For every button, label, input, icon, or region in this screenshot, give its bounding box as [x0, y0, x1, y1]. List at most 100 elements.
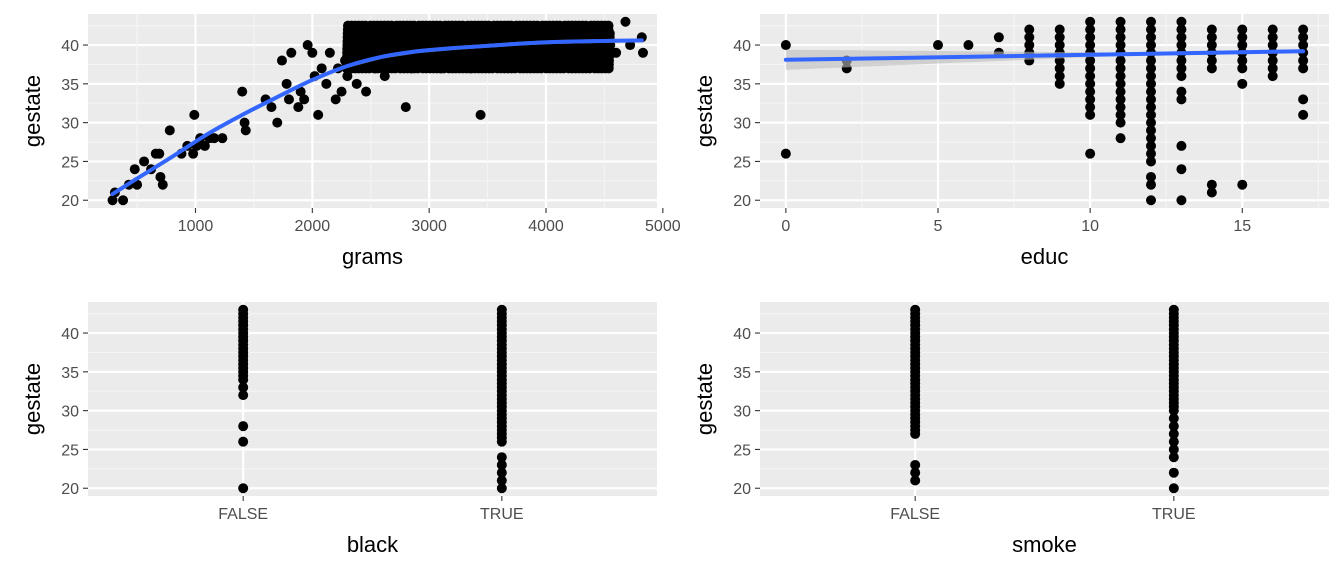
data-point: [1115, 71, 1126, 82]
data-point: [1168, 421, 1179, 432]
x-tick-label: FALSE: [218, 506, 268, 523]
data-point: [1024, 40, 1035, 51]
data-point: [1145, 156, 1156, 167]
data-point: [1145, 94, 1156, 105]
data-point: [1176, 40, 1187, 51]
y-axis: 20 25 30 35 40: [61, 326, 88, 498]
panel-black: 20 25 30 35 40 FALSE TRUE black gestate: [0, 288, 672, 576]
data-point: [1085, 102, 1096, 113]
data-point: [293, 102, 304, 113]
y-tick-label: 35: [61, 77, 79, 94]
data-point: [482, 47, 493, 58]
data-point: [154, 148, 165, 159]
data-point: [1145, 148, 1156, 159]
data-point: [496, 459, 507, 470]
data-point: [1206, 32, 1217, 43]
data-point: [435, 63, 446, 74]
data-point: [529, 47, 540, 58]
data-point: [336, 86, 347, 97]
data-point: [1237, 32, 1248, 43]
data-point: [283, 94, 294, 105]
data-point: [576, 55, 587, 66]
y-tick-label: 30: [733, 404, 751, 421]
data-point: [1054, 78, 1065, 89]
data-point: [910, 459, 921, 470]
data-point: [475, 109, 486, 120]
plot-area: [780, 16, 1309, 206]
data-point: [1145, 179, 1156, 190]
data-point: [1237, 78, 1248, 89]
x-tick-label: TRUE: [480, 506, 524, 523]
data-point: [637, 47, 648, 58]
data-point: [370, 63, 381, 74]
smooth-line: [110, 38, 644, 197]
chart-educ-svg: 20 25 30 35 40 0 5 10 15 educ gestate: [692, 14, 1329, 269]
x-tick-label: 1000: [178, 218, 214, 235]
data-point: [139, 156, 150, 167]
data-point: [342, 71, 353, 82]
y-axis: 20 25 30 35 40: [733, 38, 760, 210]
data-point: [1168, 444, 1179, 455]
data-point: [1085, 78, 1096, 89]
x-tick-label: 5: [934, 218, 943, 235]
data-point: [1115, 40, 1126, 51]
y-tick-label: 30: [61, 116, 79, 133]
data-point: [238, 421, 249, 432]
panel-grams: 20 25 30 35 40 1000 2000 3000 4000 5000 grams gesta…: [0, 0, 681, 288]
data-point: [1085, 55, 1096, 66]
data-point: [1115, 86, 1126, 97]
data-point: [237, 86, 248, 97]
data-point: [240, 125, 251, 136]
data-point: [1168, 405, 1179, 416]
data-point: [316, 63, 327, 74]
data-point: [1085, 71, 1096, 82]
data-point: [1168, 428, 1179, 439]
points: [107, 16, 648, 206]
data-point: [535, 32, 546, 43]
y-tick-label: 25: [733, 442, 751, 459]
data-point: [239, 117, 250, 128]
data-point: [400, 102, 411, 113]
data-point: [424, 55, 435, 66]
data-point: [496, 467, 507, 478]
y-tick-label: 40: [61, 326, 79, 343]
data-point: [238, 390, 249, 401]
data-point: [157, 179, 168, 190]
data-point: [1168, 452, 1179, 463]
data-point: [1085, 63, 1096, 74]
data-point: [1085, 148, 1096, 159]
data-point: [599, 24, 610, 35]
data-point: [188, 148, 199, 159]
y-tick-label: 20: [61, 193, 79, 210]
data-point: [620, 16, 631, 27]
data-point: [379, 71, 390, 82]
data-point: [1298, 63, 1309, 74]
x-tick-label: 4000: [528, 218, 564, 235]
data-point: [496, 436, 507, 447]
data-point: [155, 171, 166, 182]
data-point: [286, 47, 297, 58]
data-point: [1085, 16, 1096, 27]
data-point: [1145, 117, 1156, 128]
y-tick-label: 20: [733, 481, 751, 498]
data-point: [1206, 63, 1217, 74]
data-point: [217, 133, 228, 144]
data-point: [1267, 71, 1278, 82]
data-point: [1237, 24, 1248, 35]
plot-area: [107, 16, 648, 206]
data-point: [1176, 164, 1187, 175]
data-point: [1168, 483, 1179, 494]
data-point: [1206, 24, 1217, 35]
data-point: [1085, 32, 1096, 43]
x-tick-label: 2000: [295, 218, 331, 235]
data-point: [1206, 40, 1217, 51]
data-point: [164, 125, 175, 136]
data-point: [238, 436, 249, 447]
data-point: [1145, 24, 1156, 35]
data-point: [1115, 133, 1126, 144]
data-point: [307, 47, 318, 58]
y-tick-label: 20: [61, 481, 79, 498]
data-point: [1145, 102, 1156, 113]
data-point: [1267, 55, 1278, 66]
